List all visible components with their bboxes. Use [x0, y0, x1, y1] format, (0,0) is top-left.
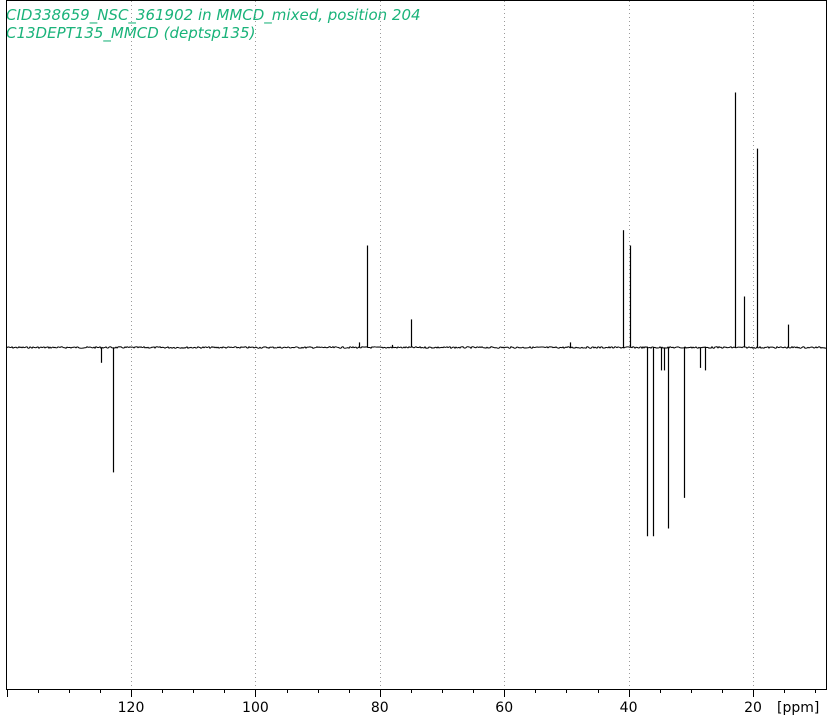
x-tick-label: 40 [620, 700, 638, 716]
spectrum-baseline [5, 345, 828, 350]
x-axis-label: [ppm] [777, 700, 819, 716]
plot-frame [6, 0, 827, 690]
x-tick-label: 60 [495, 700, 513, 716]
chart-title: CID338659_NSC_361902 in MMCD_mixed, posi… [6, 6, 421, 24]
chart-subtitle: C13DEPT135_MMCD (deptsp135) [6, 24, 256, 42]
x-axis: 120 100 80 60 40 20 [6, 689, 827, 716]
x-tick-label: 80 [371, 700, 389, 716]
spectrum-trace [5, 92, 828, 537]
x-tick-label: 20 [744, 700, 762, 716]
x-tick-label: 120 [118, 700, 145, 716]
x-tick-label: 100 [242, 700, 269, 716]
grid-lines [131, 1, 754, 689]
